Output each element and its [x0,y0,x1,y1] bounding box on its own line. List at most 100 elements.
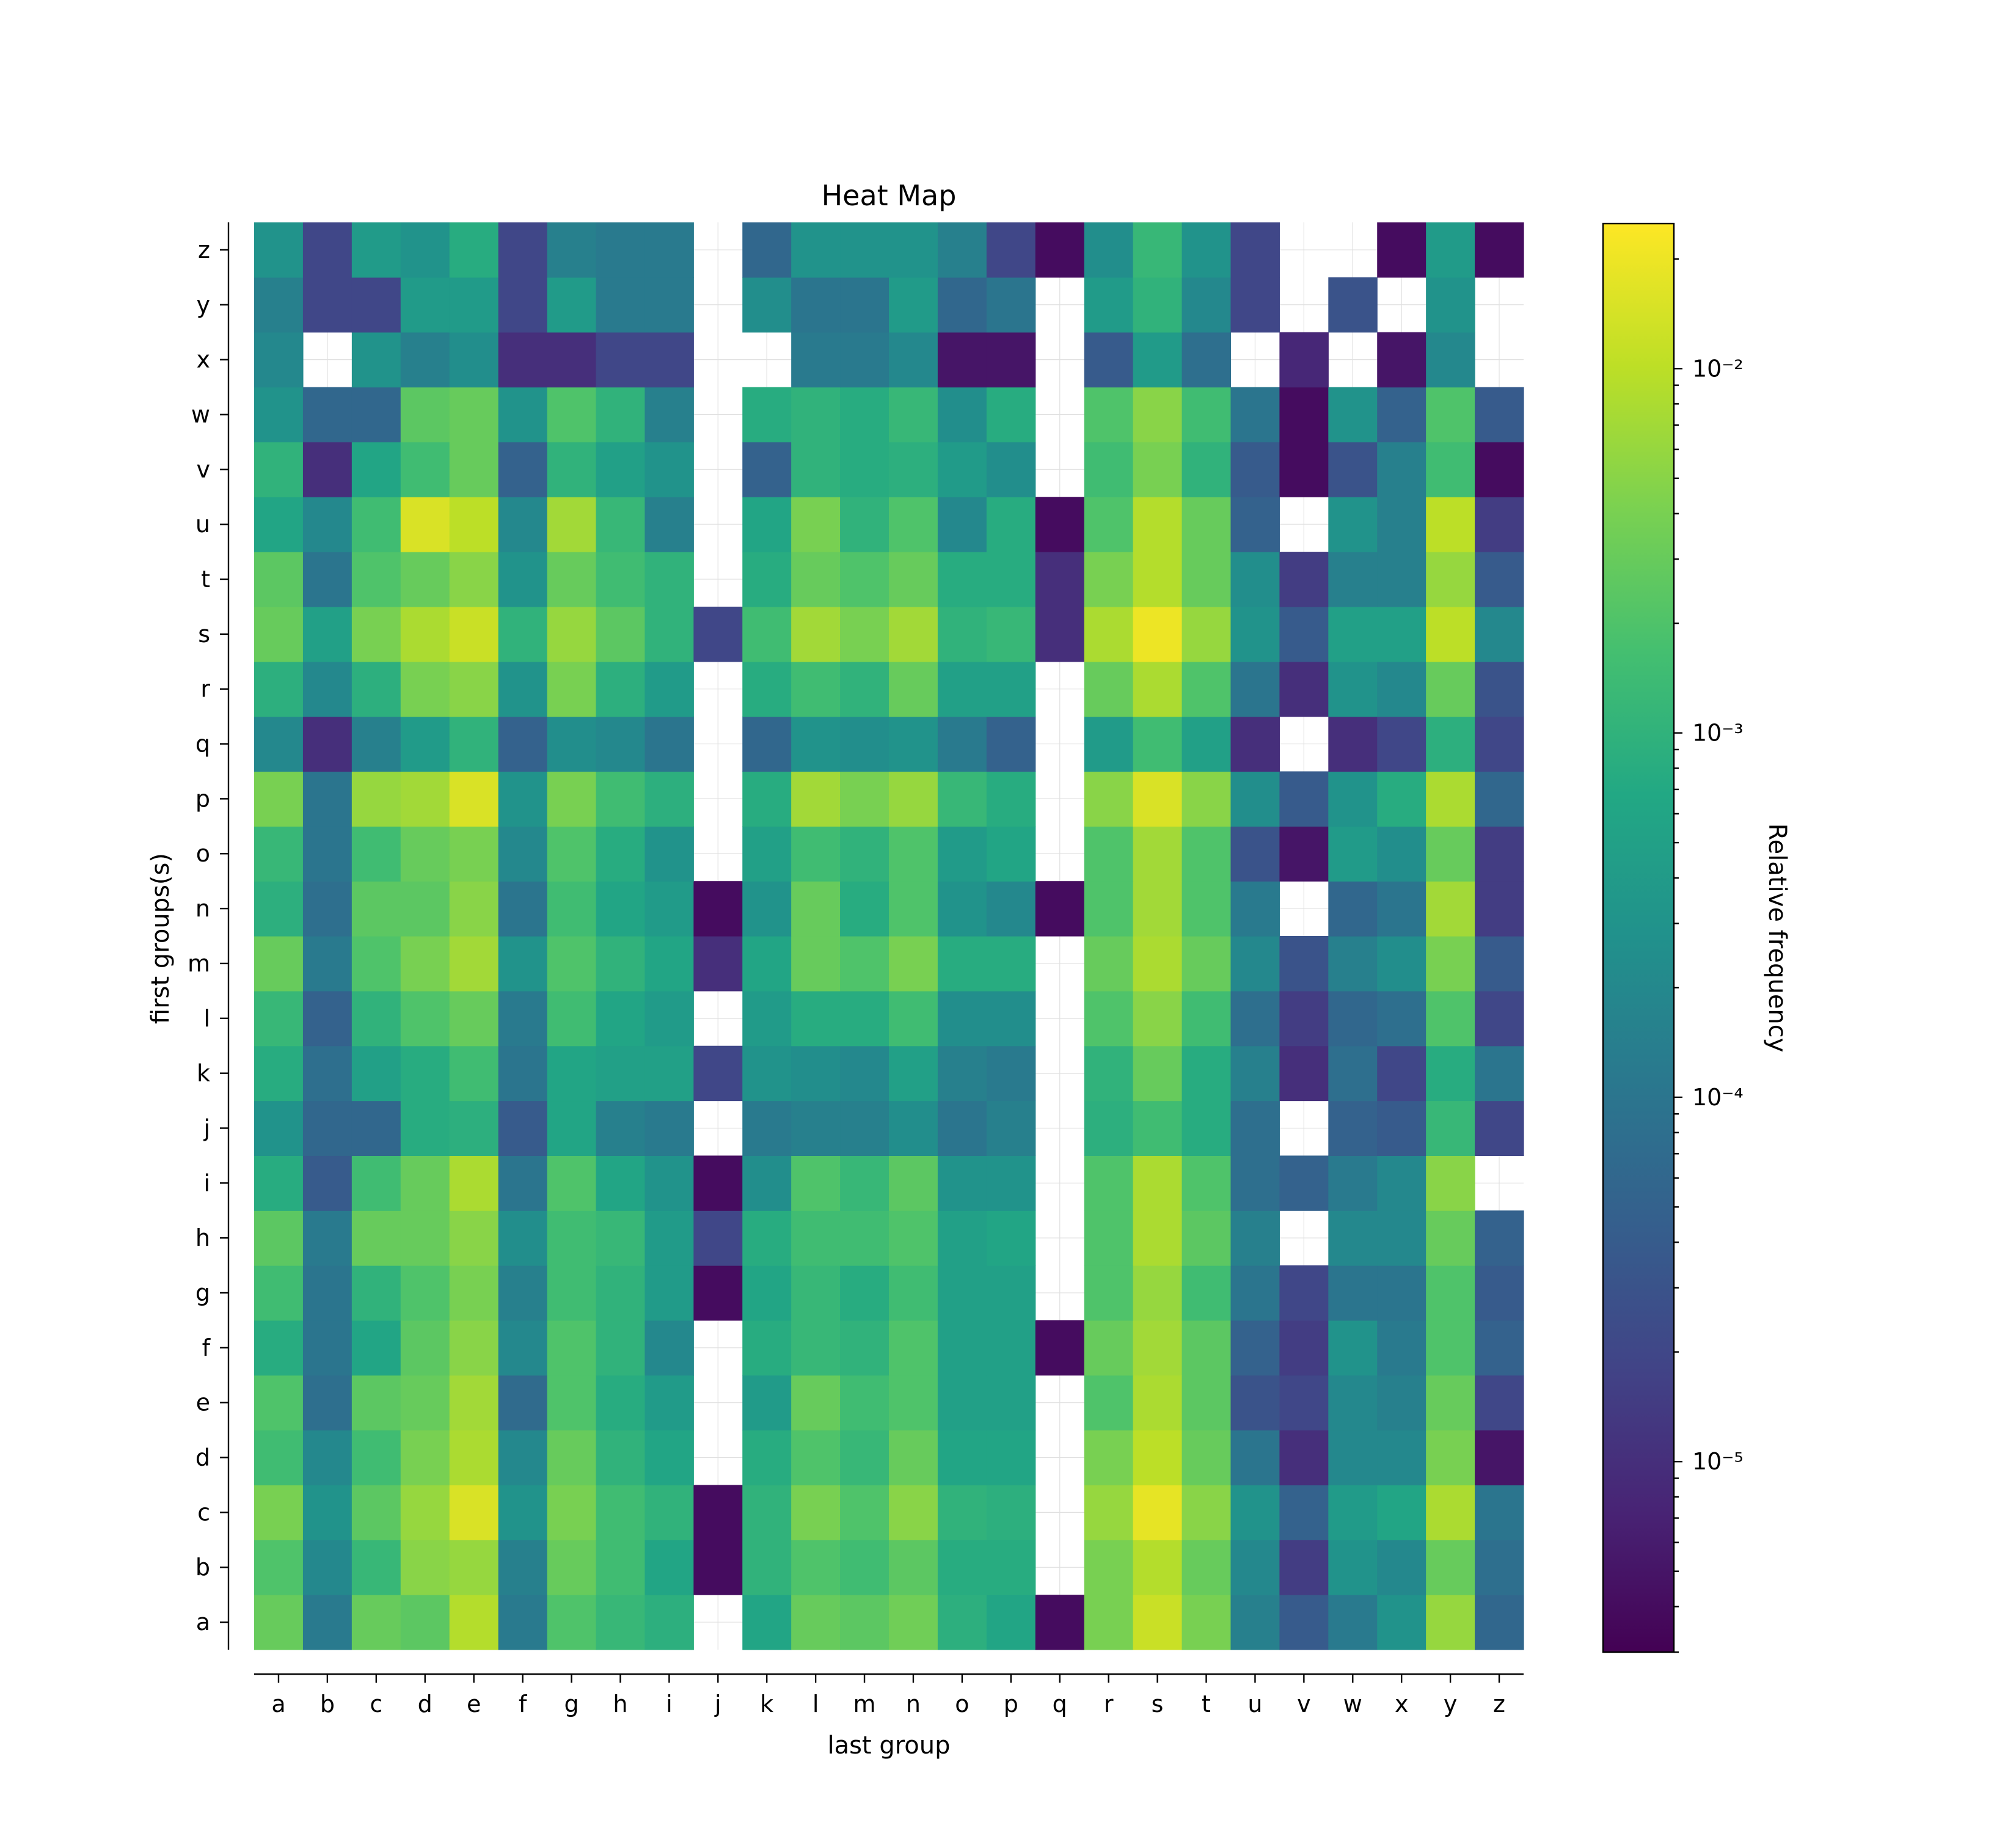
heatmap-cell-b-t [1181,1540,1232,1595]
heatmap-cell-k-z [1475,1045,1524,1102]
heatmap-cell-q-w [1328,716,1378,772]
heatmap-cell-w-k [742,387,792,442]
heatmap-cell-s-s [1133,606,1183,662]
heatmap-cell-q-n [889,716,938,772]
heatmap-cell-y-t [1181,277,1232,333]
heatmap-cell-k-d [400,1045,450,1102]
heatmap-cell-e-p [986,1375,1036,1431]
heatmap-cell-b-a [254,1540,304,1595]
heatmap-cell-e-v [1279,1375,1329,1431]
heatmap-cell-c-m [840,1485,889,1540]
heatmap-cell-i-p [986,1155,1036,1211]
heatmap-cell-b-e [449,1540,499,1595]
heatmap-cell-e-o [937,1375,987,1431]
y-tick-label: l [203,1005,210,1032]
heatmap-cell-u-u [1230,497,1280,552]
colorbar-tick-label: 10⁻³ [1692,720,1744,747]
y-tick-label: y [197,291,211,318]
heatmap-cell-y-h [596,277,645,333]
heatmap-cell-q-i [645,716,694,772]
heatmap-cell-o-n [889,826,938,882]
heatmap-cell-z-h [596,222,645,278]
heatmap-cell-w-b [302,387,352,442]
heatmap-cell-g-i [645,1265,694,1321]
heatmap-cell-h-e [449,1210,499,1266]
heatmap-cell-p-n [889,771,938,827]
heatmap-cell-u-o [937,497,987,552]
heatmap-cell-c-a [254,1485,304,1540]
heatmap-cell-x-r [1084,332,1134,388]
heatmap-cell-o-a [254,826,304,882]
x-tick-label: o [955,1691,969,1717]
y-tick-label: m [188,950,210,977]
heatmap-cell-b-k [742,1540,792,1595]
heatmap-cell-m-n [889,936,938,992]
heatmap-cell-k-x [1377,1045,1426,1102]
heatmap-cell-u-e [449,497,499,552]
heatmap-cell-d-m [840,1430,889,1486]
heatmap-cell-p-t [1181,771,1232,827]
heatmap-cell-b-o [937,1540,987,1595]
heatmap-cell-t-z [1475,552,1524,607]
heatmap-cell-j-f [498,1100,548,1156]
heatmap-cell-a-c [351,1595,401,1650]
heatmap-cell-e-e [449,1375,499,1431]
heatmap-cell-g-f [498,1265,548,1321]
heatmap-cell-m-t [1181,936,1232,992]
heatmap-cell-k-i [645,1045,694,1102]
heatmap-cell-m-e [449,936,499,992]
heatmap-cell-y-b [302,277,352,333]
heatmap-cell-i-g [547,1155,597,1211]
heatmap-cell-f-y [1426,1320,1475,1376]
heatmap-cell-j-s [1133,1100,1183,1156]
x-tick-label: u [1247,1691,1262,1717]
heatmap-cell-z-y [1426,222,1475,278]
heatmap-cell-p-g [547,771,597,827]
heatmap-cell-d-r [1084,1430,1134,1486]
heatmap-cell-c-w [1328,1485,1378,1540]
heatmap-cell-v-n [889,442,938,497]
heatmap-cell-q-k [742,716,792,772]
heatmap-cell-k-l [791,1045,841,1102]
colorbar-tick-label: 10⁻² [1692,355,1744,382]
heatmap-cell-t-g [547,552,597,607]
heatmap-cell-h-s [1133,1210,1183,1266]
heatmap-cell-c-p [986,1485,1036,1540]
heatmap-cell-q-z [1475,716,1524,772]
heatmap-cell-s-q [1035,606,1085,662]
heatmap-cell-p-o [937,771,987,827]
heatmap-cell-t-r [1084,552,1134,607]
heatmap-cell-h-x [1377,1210,1426,1266]
heatmap-cell-n-y [1426,881,1475,937]
heatmap-cell-y-c [351,277,401,333]
heatmap-cell-n-u [1230,881,1280,937]
heatmap-cell-i-x [1377,1155,1426,1211]
heatmap-cell-n-n [889,881,938,937]
heatmap-cell-f-d [400,1320,450,1376]
heatmap-cell-h-p [986,1210,1036,1266]
heatmap-cell-c-r [1084,1485,1134,1540]
heatmap-cell-d-k [742,1430,792,1486]
heatmap-cell-s-k [742,606,792,662]
heatmap-cell-y-k [742,277,792,333]
heatmap-cell-f-l [791,1320,841,1376]
heatmap-cell-u-b [302,497,352,552]
heatmap-cell-t-f [498,552,548,607]
heatmap-cell-u-f [498,497,548,552]
heatmap-cell-x-p [986,332,1036,388]
x-tick-label: v [1297,1691,1311,1717]
heatmap-cell-m-x [1377,936,1426,992]
heatmap-cell-l-o [937,990,987,1047]
heatmap-cell-m-s [1133,936,1183,992]
heatmap-cell-d-b [302,1430,352,1486]
heatmap-cell-h-n [889,1210,938,1266]
heatmap-cell-q-y [1426,716,1475,772]
heatmap-cell-i-y [1426,1155,1475,1211]
heatmap-cell-r-s [1133,661,1183,717]
heatmap-cell-e-g [547,1375,597,1431]
heatmap-cell-k-t [1181,1045,1232,1102]
heatmap-cell-h-g [547,1210,597,1266]
heatmap-cell-r-p [986,661,1036,717]
x-tick-label: q [1053,1691,1067,1717]
heatmap-cell-n-q [1035,881,1085,937]
